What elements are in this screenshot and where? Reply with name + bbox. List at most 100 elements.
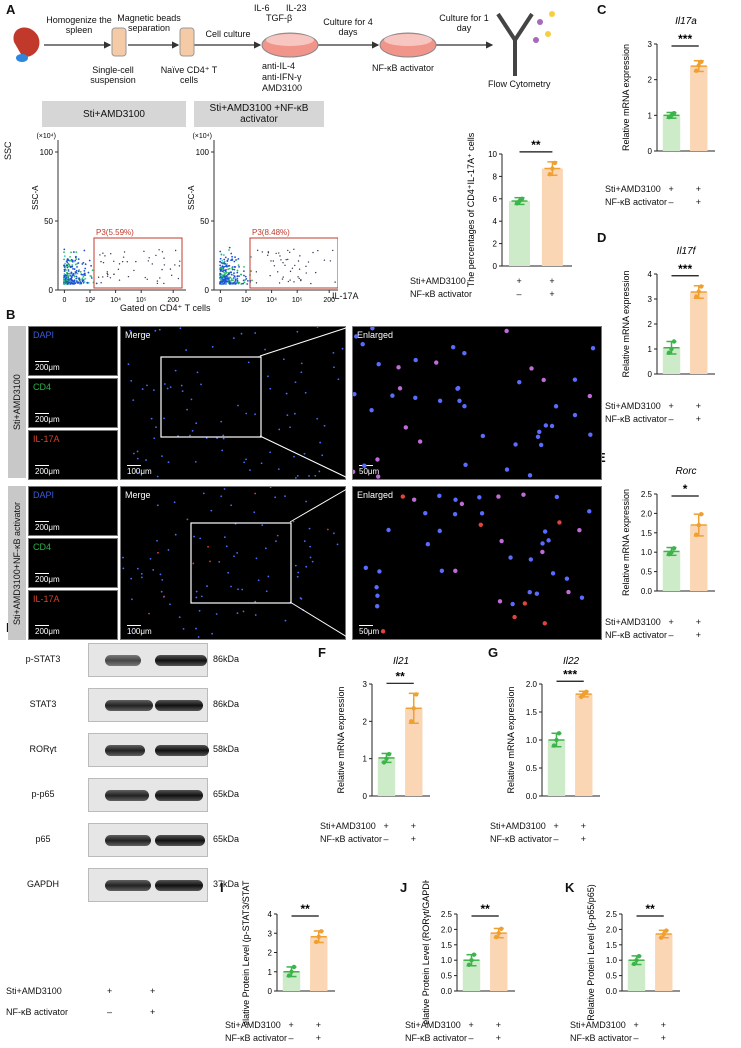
data-point bbox=[316, 934, 321, 939]
workflow-graphics bbox=[13, 11, 555, 76]
if-cell-dot bbox=[179, 327, 182, 330]
flow-event-dot bbox=[169, 268, 172, 270]
flow-event-dot bbox=[67, 269, 70, 271]
if-cell-dot bbox=[455, 386, 460, 391]
y-tick-label: 2 bbox=[493, 240, 498, 249]
blot-protein-label: p-STAT3 bbox=[25, 654, 61, 664]
flow-event-dot bbox=[100, 282, 102, 284]
group-row1-mark: + bbox=[695, 184, 702, 194]
flow-event-dot bbox=[63, 265, 66, 267]
flow-event-dot bbox=[225, 268, 228, 271]
bar-activator bbox=[575, 694, 593, 796]
flow-event-dot bbox=[63, 251, 65, 254]
y-tick-label: 1.0 bbox=[526, 736, 538, 745]
group-row1-mark: + bbox=[668, 184, 674, 194]
if-cell-dot bbox=[254, 492, 257, 495]
if-cell-dot bbox=[453, 497, 458, 502]
if-cell-dot bbox=[537, 429, 542, 435]
flow-gate-p3 bbox=[93, 237, 183, 289]
group-row2-mark: + bbox=[315, 1033, 322, 1043]
flow-event-dot bbox=[219, 257, 222, 260]
data-point bbox=[696, 289, 701, 294]
if-cell-dot bbox=[375, 457, 380, 462]
significance-stars: ** bbox=[645, 902, 655, 916]
data-point bbox=[579, 694, 584, 700]
flow-event-dot bbox=[83, 269, 86, 272]
flow-event-dot bbox=[64, 262, 67, 265]
if-cell-dot bbox=[274, 496, 277, 499]
flow-event-dot bbox=[63, 277, 66, 280]
if-cell-dot bbox=[304, 391, 307, 394]
flow-event-dot bbox=[237, 257, 240, 260]
if-cell-dot bbox=[284, 619, 287, 622]
y-axis-label: Relative mRNA expression bbox=[621, 44, 631, 151]
flow-event-dot bbox=[237, 281, 240, 284]
data-point bbox=[671, 546, 677, 551]
flow-event-dot bbox=[77, 258, 80, 261]
if-cell-dot bbox=[363, 565, 369, 571]
group-row2-mark: – bbox=[383, 834, 389, 844]
flow-event-dot bbox=[72, 272, 75, 275]
label-flow-cytometry: Flow Cytometry bbox=[488, 79, 551, 89]
if-cell-dot bbox=[221, 449, 224, 452]
if-enlarged-panel: Enlarged 50μm bbox=[352, 486, 602, 640]
if-cell-dot bbox=[167, 549, 170, 551]
flow-event-dot bbox=[66, 282, 69, 285]
blot-row bbox=[88, 823, 208, 857]
flow-plot-2: 0 50 100 (×10⁴) SSC-A 0 10² 10⁴ 10⁵ 200 P3(8.48%) bbox=[178, 130, 342, 310]
y-tick-label: 2.5 bbox=[441, 910, 453, 919]
if-cell-dot bbox=[122, 556, 124, 559]
bar-activator bbox=[655, 934, 673, 991]
flow-event-dot bbox=[243, 281, 246, 284]
data-point bbox=[669, 550, 674, 555]
flow-event-dot bbox=[298, 268, 301, 270]
panel-label-j: J bbox=[400, 880, 408, 895]
group-row2-label: NF-κB activator bbox=[605, 414, 668, 424]
data-point bbox=[699, 59, 704, 65]
if-cell-dot bbox=[527, 590, 532, 595]
reagent-anti-il4: anti-IL-4 bbox=[262, 61, 296, 71]
if-cell-dot bbox=[223, 536, 226, 539]
if-cell-dot bbox=[220, 420, 223, 423]
if-cell-dot bbox=[195, 590, 198, 593]
if-cell-dot bbox=[512, 614, 517, 620]
flow-event-dot bbox=[300, 279, 302, 281]
if-cell-dot bbox=[191, 429, 194, 432]
flow-event-dot bbox=[221, 267, 224, 270]
if-cell-dot bbox=[353, 334, 359, 339]
flow-footer: Gated on CD4⁺ T cells bbox=[120, 303, 211, 313]
flow-event-dot bbox=[225, 275, 227, 278]
data-point bbox=[286, 973, 292, 978]
flow-event-dot bbox=[231, 268, 234, 271]
data-point bbox=[671, 339, 677, 344]
y-tick-label: 8 bbox=[493, 172, 498, 181]
if-cell-dot bbox=[230, 585, 232, 588]
flow-event-dot bbox=[65, 260, 68, 263]
blot-protein-label: p-p65 bbox=[31, 789, 55, 799]
flow-event-dot bbox=[221, 265, 224, 268]
if-cell-dot bbox=[305, 500, 308, 503]
flow-event-dot bbox=[226, 262, 228, 265]
if-cell-dot bbox=[439, 568, 445, 574]
data-point bbox=[699, 284, 704, 289]
group-row1-label: Sti+AMD3100 bbox=[570, 1020, 626, 1030]
flow-event-dot bbox=[76, 266, 78, 268]
y-axis-label: Relative mRNA expression bbox=[336, 686, 346, 793]
if-cell-dot bbox=[227, 571, 230, 574]
if-cell-dot bbox=[254, 614, 257, 616]
if-cell-dot bbox=[127, 363, 130, 366]
flow-event-dot bbox=[79, 279, 81, 281]
bar-activator bbox=[690, 292, 708, 374]
data-point bbox=[659, 935, 664, 940]
flow-event-dot bbox=[234, 266, 237, 268]
flow-event-dot bbox=[230, 277, 233, 280]
if-group-label-2: Sti+AMD3100+NF-κB activator bbox=[8, 486, 26, 640]
significance-stars: ** bbox=[300, 902, 310, 916]
flow-event-dot bbox=[287, 258, 289, 261]
flow-event-dot bbox=[298, 277, 300, 280]
if-cell-dot bbox=[397, 386, 403, 391]
if-cell-dot bbox=[197, 636, 200, 638]
if-cell-dot bbox=[437, 398, 443, 404]
if-cell-dot bbox=[294, 564, 297, 567]
flow-event-dot bbox=[80, 282, 82, 285]
